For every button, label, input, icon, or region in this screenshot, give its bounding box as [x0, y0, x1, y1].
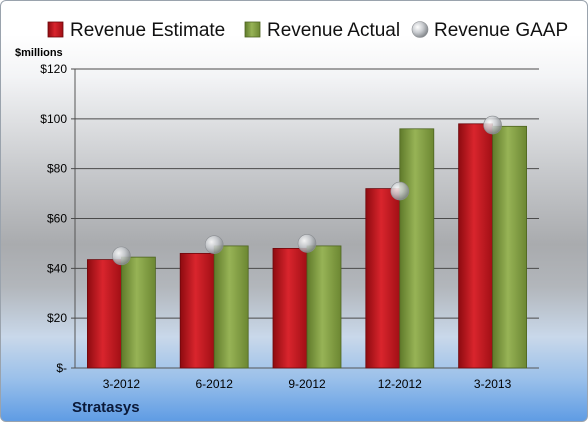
legend-label: Revenue Actual [267, 20, 400, 41]
legend-swatch [244, 21, 261, 38]
x-tick-label: 6-2012 [196, 377, 234, 391]
chart-legend: Revenue Estimate Revenue Actual Revenue GA… [47, 20, 568, 41]
gaap-marker [204, 235, 224, 254]
y-tick-label: $80 [47, 162, 67, 176]
x-tick-label: 3-2012 [103, 377, 141, 391]
gaap-marker [483, 115, 502, 135]
estimate-bar [179, 252, 215, 369]
legend-item: Revenue GAAP [411, 20, 568, 41]
estimate-bar [87, 259, 122, 369]
x-axis-ticks: 3-2012 6-2012 9-2012 12-2012 3-2013 [103, 377, 512, 391]
legend-label: Revenue Estimate [70, 20, 225, 41]
gaap-markers [112, 115, 502, 266]
y-axis-unit-label: $millions [15, 47, 63, 59]
y-tick-label: $20 [47, 311, 67, 325]
actual-bar [492, 125, 528, 369]
legend-item: Revenue Estimate [47, 20, 225, 41]
y-tick-label: $100 [40, 112, 67, 126]
legend-swatch [411, 21, 429, 38]
x-tick-label: 9-2012 [288, 377, 326, 391]
estimate-bar [365, 188, 401, 369]
estimate-bar [458, 123, 494, 369]
actual-bar [213, 245, 249, 369]
y-tick-label: $- [56, 361, 67, 375]
estimate-bar [272, 247, 308, 369]
x-tick-label: 3-2013 [474, 377, 512, 391]
gaap-marker [390, 181, 410, 201]
y-tick-label: $40 [47, 261, 67, 275]
gaap-marker [112, 246, 131, 266]
legend-item: Revenue Actual [244, 20, 400, 41]
actual-bar [306, 245, 342, 369]
x-tick-label: 12-2012 [378, 377, 422, 391]
y-tick-label: $60 [47, 212, 67, 226]
gaap-marker [297, 234, 317, 253]
actual-bar [121, 256, 156, 369]
y-axis-ticks: $- $20 $40 $60 $80 $100 $120 [40, 62, 67, 375]
y-tick-label: $120 [40, 62, 67, 76]
legend-swatch [47, 21, 64, 38]
bar-series [87, 123, 528, 369]
legend-label: Revenue GAAP [434, 20, 568, 41]
actual-bar [399, 128, 435, 369]
company-name: Stratasys [72, 399, 140, 416]
